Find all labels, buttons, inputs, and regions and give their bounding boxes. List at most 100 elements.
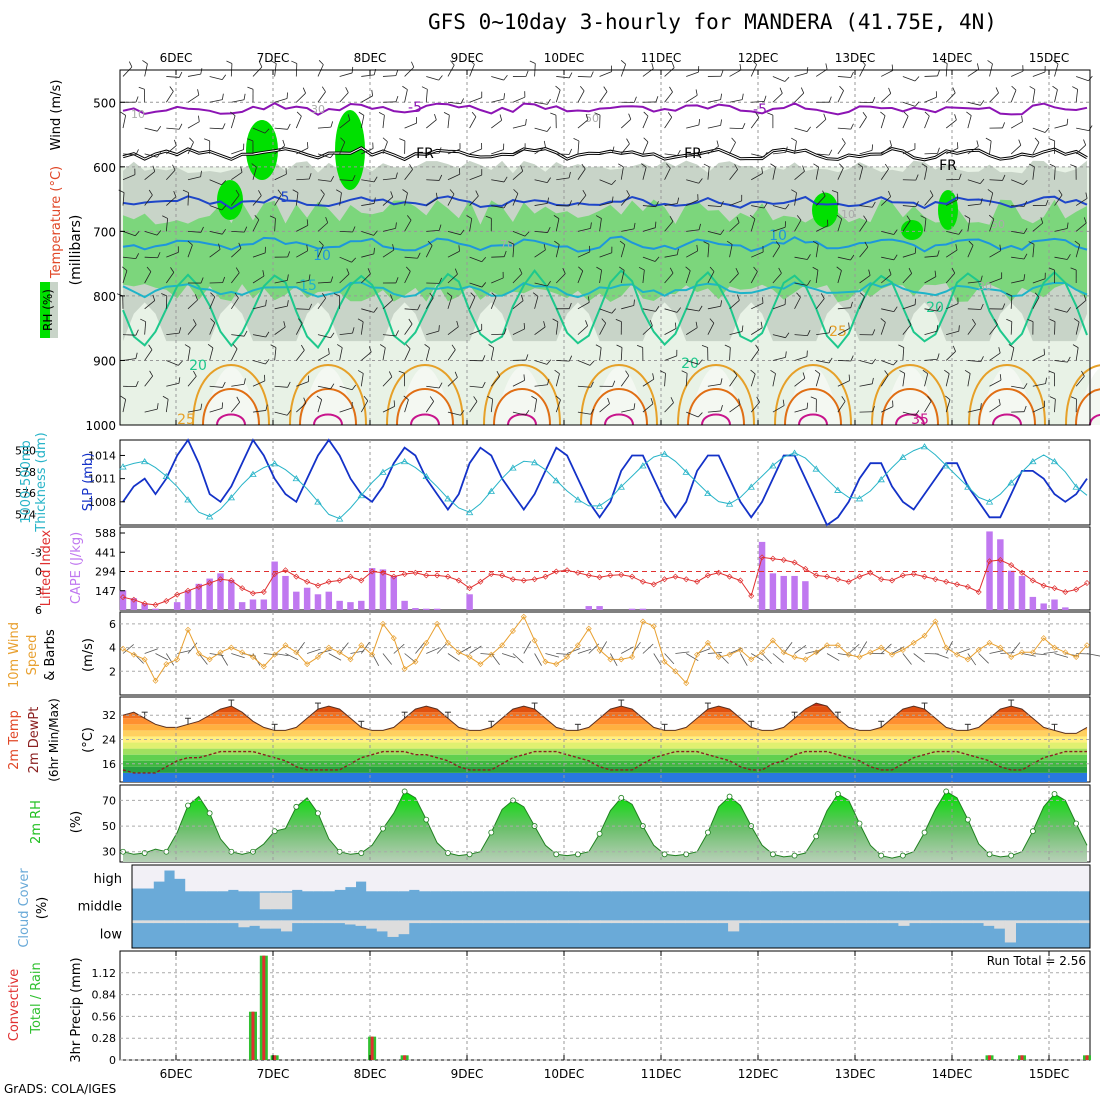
cloud-clear-cell (558, 865, 569, 891)
cape-tick: 588 (95, 527, 116, 540)
cape-tick: 294 (95, 566, 116, 579)
wind-barb-flag (977, 63, 978, 69)
top-day-label-15dec: 15DEC (1029, 51, 1069, 65)
surface-wind-barb (426, 648, 439, 653)
wind-axis-label-3: & Barbs (43, 629, 58, 681)
rh2m-point (467, 852, 472, 857)
t2m-axis-label-3: (6hr Min/Max) (47, 698, 61, 782)
cape-bar (759, 542, 765, 610)
cloud-clear-cell (377, 920, 388, 931)
surface-wind-barb (448, 654, 460, 662)
rh2m-point (402, 789, 407, 794)
cloud-clear-cell (292, 920, 303, 923)
t2m-tick: 24 (102, 734, 116, 747)
temperature-label--5: -5 (408, 100, 422, 116)
cloud-clear-cell (643, 865, 654, 891)
top-day-label-13dec: 13DEC (835, 51, 875, 65)
temperature-label-25: 25 (177, 412, 195, 428)
surface-wind-barb (545, 654, 559, 658)
pressure-tick-label: 500 (93, 96, 116, 110)
wind-barb-flag (142, 60, 147, 63)
cloud-clear-cell (579, 865, 590, 891)
cloud-clear-cell (260, 920, 271, 928)
t2m-axis-unit: (°C) (81, 727, 96, 753)
cape-bar (596, 606, 602, 610)
cloud-clear-cell (686, 865, 697, 891)
t2m-axis-label-2: 2m DewPt (27, 707, 42, 774)
cape-bar (629, 609, 635, 610)
legend-wind: Wind (m/s) (49, 80, 64, 151)
cape-bar (239, 602, 245, 610)
rh-contour-label: 10 (131, 108, 145, 121)
wind-tick: 6 (109, 618, 116, 631)
precip-convective-bar (403, 1055, 406, 1060)
cloud-clear-cell (132, 920, 143, 923)
li-line (123, 557, 1087, 605)
t2m-tick: 16 (102, 758, 116, 771)
wind-barb (556, 154, 569, 155)
cloud-clear-cell (568, 865, 579, 891)
cloud-clear-cell (366, 920, 377, 928)
cape-bar (152, 609, 158, 610)
cloud-clear-cell (1079, 865, 1090, 891)
cape-bar (997, 539, 1003, 610)
precip-tick: 0.56 (92, 1010, 117, 1023)
cloud-clear-cell (419, 920, 430, 923)
surface-wind-barb (968, 654, 976, 666)
surface-wind-barb (372, 654, 379, 666)
cape-tick: 441 (95, 546, 116, 559)
wind-barb-flag (129, 62, 132, 67)
cloud-clear-cell (877, 920, 888, 923)
cloud-clear-cell (249, 920, 260, 926)
cloud-clear-cell (611, 920, 622, 923)
cloud-clear-cell (643, 920, 654, 923)
cape-bar (1008, 571, 1014, 610)
temp-band (120, 706, 1090, 712)
surface-wind-barb (914, 654, 925, 663)
rh2m-point (792, 853, 797, 858)
cloud-clear-cell (856, 865, 867, 891)
cloud-clear-cell (356, 920, 367, 926)
rh2m-point (489, 830, 494, 835)
cloud-layer-label-high: high (94, 872, 122, 887)
cloud-clear-cell (387, 920, 398, 937)
rh2m-point (1052, 791, 1057, 796)
cloud-clear-cell (962, 865, 973, 891)
cloud-clear-cell (334, 865, 345, 890)
cloud-clear-cell (760, 920, 771, 923)
cloud-clear-cell (270, 865, 281, 891)
rh2m-point (1030, 829, 1035, 834)
cloud-clear-cell (558, 920, 569, 923)
rh-contour-label: 70 (500, 238, 514, 251)
wind-tick: 4 (109, 642, 116, 655)
top-day-label-8dec: 8DEC (354, 51, 387, 65)
cloud-clear-cell (1079, 920, 1090, 923)
cloud-clear-cell (398, 920, 409, 934)
cloud-clear-cell (632, 865, 643, 891)
precip-tick: 0.84 (92, 989, 117, 1002)
wind-barb-flag (988, 60, 993, 63)
rh2m-point (727, 794, 732, 799)
rh2m-point (619, 795, 624, 800)
surface-wind-barb (188, 643, 197, 654)
cloud-clear-cell (217, 920, 228, 923)
surface-wind-barb (556, 654, 570, 655)
cloud-clear-cell (920, 920, 931, 923)
cloud-clear-cell (515, 865, 526, 891)
cloud-clear-cell (664, 920, 675, 923)
wind-barb-flag (394, 400, 395, 406)
temperature-label-FR: FR (939, 158, 957, 174)
cloud-clear-cell (334, 920, 345, 923)
cloud-clear-cell (739, 920, 750, 923)
surface-wind-barb (340, 643, 349, 654)
cape-bar (120, 590, 126, 610)
cloud-clear-cell (356, 865, 367, 882)
surface-wind-barb (1087, 654, 1100, 657)
pressure-axis-label: (millibars) (68, 215, 84, 286)
cloud-clear-cell (590, 865, 601, 891)
rh2m-axis-label: 2m RH (29, 800, 44, 844)
cloud-clear-cell (451, 865, 462, 891)
temp-band (120, 743, 1090, 749)
wind-barb-flag (226, 61, 231, 63)
cloud-clear-cell (494, 865, 505, 891)
